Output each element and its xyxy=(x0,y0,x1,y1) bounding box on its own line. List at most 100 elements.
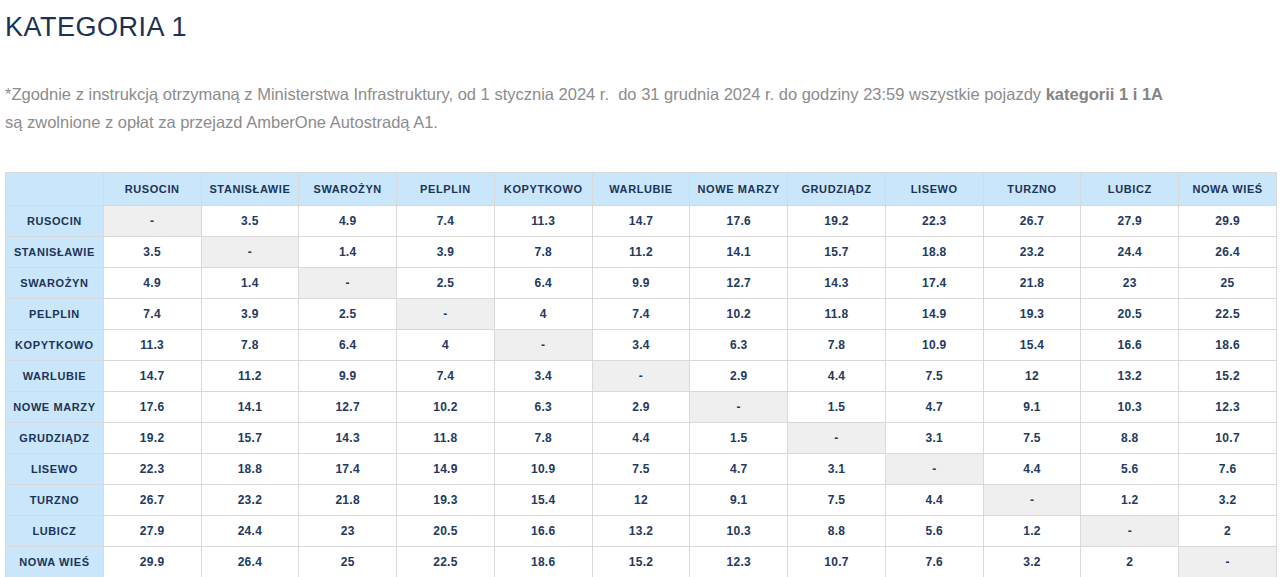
price-cell: 7.8 xyxy=(494,237,592,268)
price-cell: 2.5 xyxy=(299,299,397,330)
row-header: NOWA WIEŚ xyxy=(6,547,104,577)
price-cell: 29.9 xyxy=(103,547,201,577)
diagonal-cell: - xyxy=(1179,547,1277,577)
price-cell: 12 xyxy=(592,485,690,516)
diagonal-cell: - xyxy=(494,330,592,361)
diagonal-cell: - xyxy=(690,392,788,423)
table-row: LUBICZ27.924.42320.516.613.210.38.85.61.… xyxy=(6,516,1277,547)
price-cell: 1.5 xyxy=(690,423,788,454)
price-cell: 7.5 xyxy=(788,485,886,516)
price-cell: 15.4 xyxy=(494,485,592,516)
price-cell: 10.9 xyxy=(885,330,983,361)
price-cell: 11.8 xyxy=(397,423,495,454)
price-cell: 7.8 xyxy=(201,330,299,361)
disclaimer-text-start: *Zgodnie z instrukcją otrzymaną z Minist… xyxy=(5,85,1046,103)
col-header: TURZNO xyxy=(983,173,1081,206)
price-cell: 4 xyxy=(397,330,495,361)
price-cell: 14.1 xyxy=(201,392,299,423)
table-row: SWAROŻYN4.91.4-2.56.49.912.714.317.421.8… xyxy=(6,268,1277,299)
price-cell: 10.2 xyxy=(690,299,788,330)
row-header: STANISŁAWIE xyxy=(6,237,104,268)
corner-cell xyxy=(6,173,104,206)
price-cell: 4 xyxy=(494,299,592,330)
price-cell: 15.7 xyxy=(788,237,886,268)
price-cell: 10.7 xyxy=(1179,423,1277,454)
col-header: SWAROŻYN xyxy=(299,173,397,206)
price-cell: 3.5 xyxy=(201,206,299,237)
price-cell: 8.8 xyxy=(788,516,886,547)
price-cell: 12.7 xyxy=(299,392,397,423)
price-cell: 12.3 xyxy=(690,547,788,577)
price-cell: 2.9 xyxy=(592,392,690,423)
price-cell: 5.6 xyxy=(1081,454,1179,485)
price-cell: 11.3 xyxy=(103,330,201,361)
price-cell: 20.5 xyxy=(1081,299,1179,330)
row-header: PELPLIN xyxy=(6,299,104,330)
price-cell: 9.1 xyxy=(690,485,788,516)
price-cell: 14.7 xyxy=(103,361,201,392)
price-cell: 3.9 xyxy=(201,299,299,330)
price-cell: 11.3 xyxy=(494,206,592,237)
row-header: WARLUBIE xyxy=(6,361,104,392)
price-cell: 15.2 xyxy=(1179,361,1277,392)
table-row: LISEWO22.318.817.414.910.97.54.73.1-4.45… xyxy=(6,454,1277,485)
row-header: LUBICZ xyxy=(6,516,104,547)
price-cell: 21.8 xyxy=(299,485,397,516)
price-cell: 17.4 xyxy=(299,454,397,485)
table-row: WARLUBIE14.711.29.97.43.4-2.94.47.51213.… xyxy=(6,361,1277,392)
price-cell: 2.5 xyxy=(397,268,495,299)
price-cell: 3.1 xyxy=(788,454,886,485)
price-cell: 7.5 xyxy=(885,361,983,392)
price-cell: 7.6 xyxy=(1179,454,1277,485)
disclaimer-note: *Zgodnie z instrukcją otrzymaną z Minist… xyxy=(5,81,1185,136)
price-cell: 3.1 xyxy=(885,423,983,454)
price-cell: 25 xyxy=(299,547,397,577)
price-cell: 5.6 xyxy=(885,516,983,547)
price-cell: 23 xyxy=(1081,268,1179,299)
price-cell: 15.4 xyxy=(983,330,1081,361)
price-cell: 17.6 xyxy=(103,392,201,423)
price-cell: 11.2 xyxy=(201,361,299,392)
diagonal-cell: - xyxy=(299,268,397,299)
col-header: PELPLIN xyxy=(397,173,495,206)
price-cell: 15.2 xyxy=(592,547,690,577)
col-header: STANISŁAWIE xyxy=(201,173,299,206)
price-cell: 16.6 xyxy=(494,516,592,547)
price-cell: 17.4 xyxy=(885,268,983,299)
price-cell: 18.6 xyxy=(494,547,592,577)
table-row: STANISŁAWIE3.5-1.43.97.811.214.115.718.8… xyxy=(6,237,1277,268)
price-cell: 10.9 xyxy=(494,454,592,485)
price-cell: 7.8 xyxy=(494,423,592,454)
price-cell: 22.5 xyxy=(1179,299,1277,330)
table-row: KOPYTKOWO11.37.86.44-3.46.37.810.915.416… xyxy=(6,330,1277,361)
price-cell: 9.9 xyxy=(299,361,397,392)
price-cell: 14.7 xyxy=(592,206,690,237)
price-cell: 24.4 xyxy=(201,516,299,547)
diagonal-cell: - xyxy=(397,299,495,330)
price-cell: 2 xyxy=(1081,547,1179,577)
price-cell: 6.4 xyxy=(494,268,592,299)
price-cell: 24.4 xyxy=(1081,237,1179,268)
price-cell: 23.2 xyxy=(983,237,1081,268)
page: KATEGORIA 1 *Zgodnie z instrukcją otrzym… xyxy=(0,0,1280,577)
price-cell: 14.1 xyxy=(690,237,788,268)
col-header: LUBICZ xyxy=(1081,173,1179,206)
row-header: KOPYTKOWO xyxy=(6,330,104,361)
table-row: RUSOCIN-3.54.97.411.314.717.619.222.326.… xyxy=(6,206,1277,237)
price-cell: 3.5 xyxy=(103,237,201,268)
price-cell: 14.9 xyxy=(885,299,983,330)
price-cell: 4.9 xyxy=(299,206,397,237)
price-cell: 26.7 xyxy=(103,485,201,516)
price-cell: 7.5 xyxy=(592,454,690,485)
price-cell: 14.9 xyxy=(397,454,495,485)
price-cell: 4.7 xyxy=(690,454,788,485)
price-cell: 4.4 xyxy=(885,485,983,516)
disclaimer-text-bold: kategorii 1 i 1A xyxy=(1046,85,1163,103)
col-header: NOWE MARZY xyxy=(690,173,788,206)
price-cell: 10.3 xyxy=(690,516,788,547)
table-row: PELPLIN7.43.92.5-47.410.211.814.919.320.… xyxy=(6,299,1277,330)
price-cell: 26.4 xyxy=(201,547,299,577)
table-body: RUSOCIN-3.54.97.411.314.717.619.222.326.… xyxy=(6,206,1277,577)
price-cell: 15.7 xyxy=(201,423,299,454)
price-cell: 23.2 xyxy=(201,485,299,516)
